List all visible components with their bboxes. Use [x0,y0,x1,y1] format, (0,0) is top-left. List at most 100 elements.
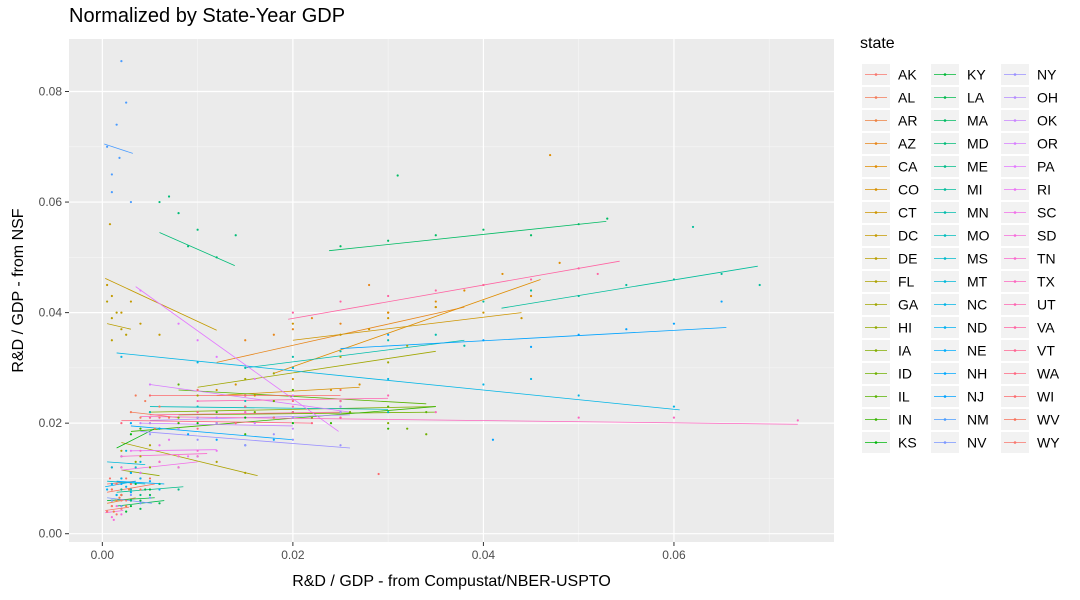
data-point-nd [129,491,133,494]
legend-key-point [874,349,878,352]
data-point-ia [387,422,390,425]
legend-item-fl: FL [862,271,915,292]
legend-key-point [1013,142,1017,145]
data-point-sd [112,518,115,521]
data-point-nd [110,482,113,486]
data-point-ak [115,482,118,486]
data-point-nh [215,438,218,441]
data-point-md [158,200,161,204]
data-point-wy [120,507,123,510]
legend-item-az: AZ [862,133,916,154]
data-point-nm [110,191,113,194]
data-point-nv [110,499,113,502]
data-point-wv [148,477,152,480]
data-point-va [434,289,437,292]
data-point-me [120,488,123,491]
legend-label: VA [1037,320,1055,336]
data-point-ct [291,322,294,325]
legend-item-ia: IA [862,340,912,361]
data-point-az [291,328,294,331]
legend-label: NC [967,297,987,313]
legend-key-point [1013,188,1017,191]
data-point-mn [244,366,247,369]
legend-label: HI [898,320,912,336]
legend-item-oh: OH [1001,87,1058,108]
y-tick-label: 0.08 [39,85,63,99]
legend-key-point [874,234,878,237]
legend-label: ID [898,366,912,382]
legend-item-ne: NE [931,340,986,361]
data-point-hi [134,460,137,463]
data-point-ri [129,449,133,452]
data-point-ok [253,422,256,425]
legend-label: TN [1037,251,1056,267]
data-point-mo [244,399,247,403]
data-point-wi [339,388,342,392]
legend-label: MD [967,136,989,152]
data-point-ne [120,482,123,486]
trend-line-ct [292,312,522,341]
legend-label: CA [898,159,918,175]
y-tick-label: 0.04 [39,306,63,320]
data-point-nv [129,493,133,497]
data-point-wa [272,416,275,419]
legend-key-point [1013,119,1017,122]
data-point-ne [139,477,142,480]
data-point-dc [158,333,161,336]
data-point-ky [139,499,142,502]
trend-line-tx [140,416,798,425]
legend-label: IL [898,389,910,405]
trend-line-vt [149,411,341,416]
data-point-tn [139,449,142,452]
legend-item-ga: GA [862,294,919,315]
data-point-me [139,493,142,497]
data-point-il [291,388,294,392]
data-point-ok [215,416,218,419]
trend-line-wa [121,419,312,424]
data-point-nc [291,366,294,369]
data-point-la [148,493,152,497]
data-point-ga [387,361,390,364]
legend-label: CO [898,182,919,198]
legend-item-mt: MT [931,271,988,292]
data-point-sc [139,471,142,475]
legend-key-point [874,395,878,398]
data-point-pa [215,355,218,358]
legend-item-md: MD [931,133,989,154]
trend-line-ri [130,449,217,452]
data-point-md [186,245,190,248]
data-point-il [272,399,275,403]
data-point-sd [120,513,123,516]
data-point-ar [118,496,121,499]
data-point-tx [577,416,580,419]
data-point-nc [196,361,199,364]
data-point-il [387,405,390,408]
y-tick-label: 0.06 [39,195,63,209]
y-tick-label: 0.00 [39,527,63,541]
data-point-ny [291,438,294,441]
trend-line-sc [121,461,198,471]
data-point-tx [244,411,247,414]
data-point-pa [253,377,256,381]
legend-item-ny: NY [1001,64,1057,85]
data-point-de [115,311,118,314]
trend-line-id [178,411,436,416]
legend-key-point [874,372,878,375]
data-point-ut [291,405,294,408]
data-point-wv [129,482,133,486]
data-point-wi [196,388,199,392]
data-point-ok [139,422,142,425]
data-point-il [177,383,180,386]
data-point-co [329,388,333,392]
legend-key-point [1013,165,1017,168]
data-point-tx [796,419,799,422]
legend-item-nj: NJ [931,386,984,407]
legend-item-nm: NM [931,409,989,430]
data-point-md [234,234,237,237]
data-point-in [244,433,247,436]
x-tick-label: 0.04 [472,548,496,562]
data-point-ny [196,438,199,441]
legend-item-ms: MS [931,248,988,269]
data-point-ga [339,355,342,358]
legend-label: NH [967,366,987,382]
